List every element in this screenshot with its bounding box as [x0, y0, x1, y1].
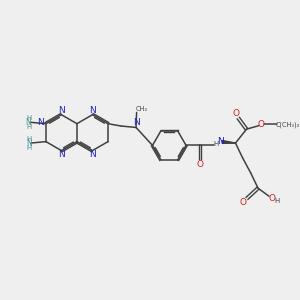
Text: N: N	[89, 150, 96, 159]
Text: H: H	[27, 145, 32, 151]
Text: CH₃: CH₃	[136, 106, 148, 112]
Text: O: O	[257, 120, 264, 129]
Text: O: O	[240, 197, 247, 206]
Text: C(CH₃)₃: C(CH₃)₃	[275, 121, 300, 128]
Text: O: O	[196, 160, 203, 169]
Text: H: H	[26, 124, 31, 130]
Text: N: N	[217, 137, 224, 146]
Text: N: N	[133, 118, 140, 127]
Text: H: H	[274, 198, 280, 204]
Text: N: N	[26, 139, 32, 148]
Text: H: H	[214, 141, 219, 147]
Text: H: H	[26, 115, 31, 121]
Text: H: H	[27, 136, 32, 142]
Text: O: O	[268, 194, 275, 203]
Text: N: N	[38, 118, 44, 127]
Polygon shape	[222, 140, 236, 143]
Text: N: N	[26, 118, 32, 127]
Text: O: O	[233, 109, 240, 118]
Text: N: N	[89, 106, 96, 116]
Text: N: N	[58, 150, 65, 159]
Text: N: N	[58, 106, 65, 116]
